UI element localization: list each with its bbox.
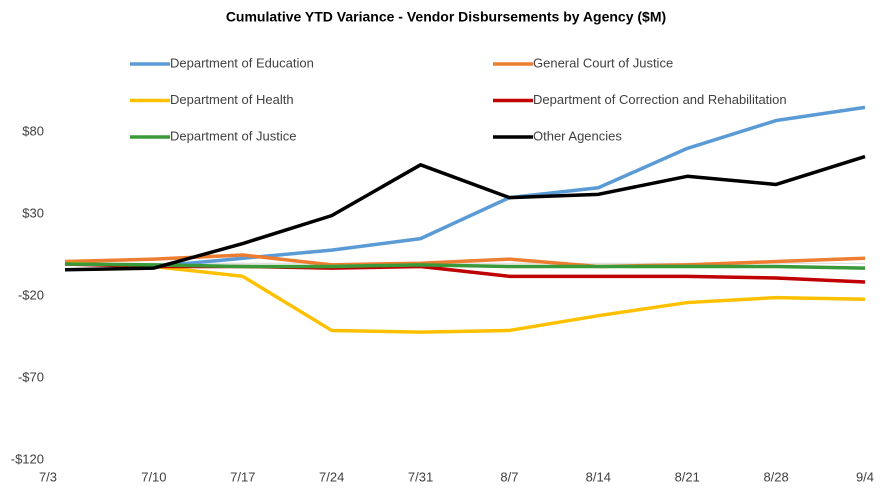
series-line [64,154,866,272]
x-tick-label: 8/21 [675,469,700,484]
y-tick-label: $30 [22,205,44,220]
legend-label: Department of Correction and Rehabilitat… [533,92,787,107]
x-tick-label: 9/4 [856,469,874,484]
series-line [64,105,866,269]
legend-label: Department of Justice [170,128,296,143]
x-tick-label: 8/14 [586,469,611,484]
x-tick-label: 8/7 [500,469,518,484]
x-tick-label: 7/10 [141,469,166,484]
legend-label: Department of Education [170,55,314,70]
series-line [64,261,866,334]
legend-label: Department of Health [170,92,294,107]
x-tick-label: 7/31 [408,469,433,484]
x-tick-label: 7/17 [230,469,255,484]
x-tick-label: 7/24 [319,469,344,484]
y-tick-label: $80 [22,123,44,138]
x-tick-label: 7/3 [39,469,57,484]
y-tick-label: -$70 [18,369,44,384]
legend-label: General Court of Justice [533,55,673,70]
chart-title: Cumulative YTD Variance - Vendor Disburs… [226,9,666,25]
y-tick-label: -$120 [11,451,44,466]
y-tick-label: -$20 [18,287,44,302]
legend-label: Other Agencies [533,128,622,143]
series-line [64,262,866,270]
x-tick-label: 8/28 [763,469,788,484]
